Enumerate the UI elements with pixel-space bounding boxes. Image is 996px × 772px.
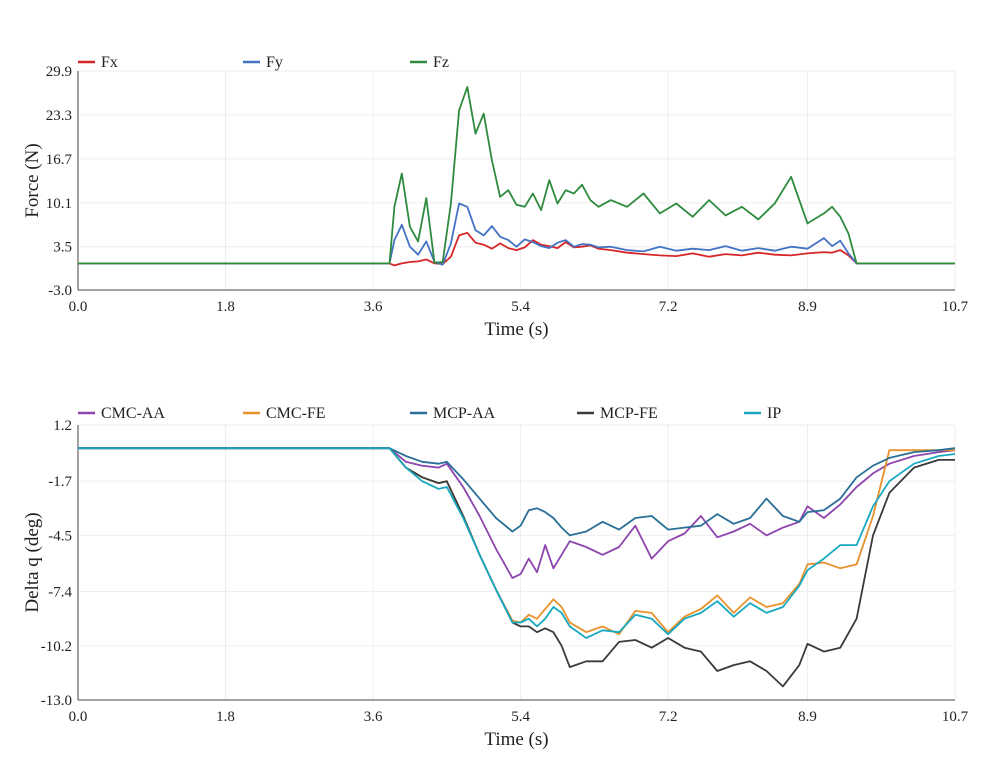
- y-tick-label: -1.7: [48, 474, 72, 490]
- y-tick-label: 29.9: [46, 64, 72, 80]
- ip-series-line: [78, 447, 956, 639]
- x-tick-label: 1.8: [216, 299, 235, 315]
- y-tick-label: -7.4: [48, 585, 72, 601]
- chart-panel-2: 0.0 1.8 3.6 5.4 7.2 8.9 10.7 -13.0 -10.2 -7.4 -4.5…: [22, 405, 969, 750]
- x-tick-label: 7.2: [659, 709, 678, 725]
- y-tick-label: 3.5: [53, 240, 72, 256]
- fy-series-line: [78, 202, 955, 266]
- y-tick-label: -10.2: [41, 639, 72, 655]
- x-tick-label: 10.7: [942, 299, 969, 315]
- x-axis-title: Time (s): [484, 729, 548, 750]
- y-tick-label: 1.2: [53, 418, 72, 434]
- y-tick-label: -3.0: [48, 283, 72, 299]
- y-tick-label: 23.3: [46, 108, 72, 124]
- x-axis-title: Time (s): [484, 319, 548, 340]
- legend-label-fy: Fy: [266, 54, 283, 71]
- chart-panel-1: 0.0 1.8 3.6 5.4 7.2 8.9 10.7 -3.0 3.5 10.1 16.7 23.…: [22, 54, 969, 340]
- fz-series-line: [78, 86, 955, 265]
- legend-label-ip: IP: [767, 405, 781, 422]
- y-tick-label: 16.7: [46, 152, 73, 168]
- x-tick-label: 7.2: [659, 299, 678, 315]
- legend-label-mcp-aa: MCP-AA: [433, 405, 496, 422]
- x-tick-label: 10.7: [942, 709, 969, 725]
- mcp-fe-series-line: [78, 447, 955, 688]
- mcp-aa-series-line: [78, 447, 956, 537]
- legend-label-fx: Fx: [101, 54, 118, 71]
- x-tick-label: 3.6: [364, 299, 383, 315]
- x-tick-label: 8.9: [798, 299, 817, 315]
- y-axis-title: Force (N): [22, 143, 43, 217]
- y-tick-label: -13.0: [41, 693, 72, 709]
- x-tick-label: 8.9: [798, 709, 817, 725]
- x-tick-label: 5.4: [511, 299, 530, 315]
- x-tick-label: 1.8: [216, 709, 235, 725]
- cmc-aa-series-line: [78, 447, 956, 579]
- legend-label-cmc-fe: CMC-FE: [266, 405, 326, 422]
- x-tick-label: 0.0: [69, 299, 88, 315]
- y-axis-title: Delta q (deg): [22, 512, 43, 612]
- x-tick-label: 5.4: [511, 709, 530, 725]
- x-tick-label: 3.6: [364, 709, 383, 725]
- legend-label-cmc-aa: CMC-AA: [101, 405, 165, 422]
- legend-label-mcp-fe: MCP-FE: [600, 405, 658, 422]
- y-tick-label: 10.1: [46, 196, 72, 212]
- cmc-fe-series-line: [78, 447, 955, 636]
- legend-label-fz: Fz: [433, 54, 449, 71]
- y-tick-label: -4.5: [48, 528, 72, 544]
- x-tick-label: 0.0: [69, 709, 88, 725]
